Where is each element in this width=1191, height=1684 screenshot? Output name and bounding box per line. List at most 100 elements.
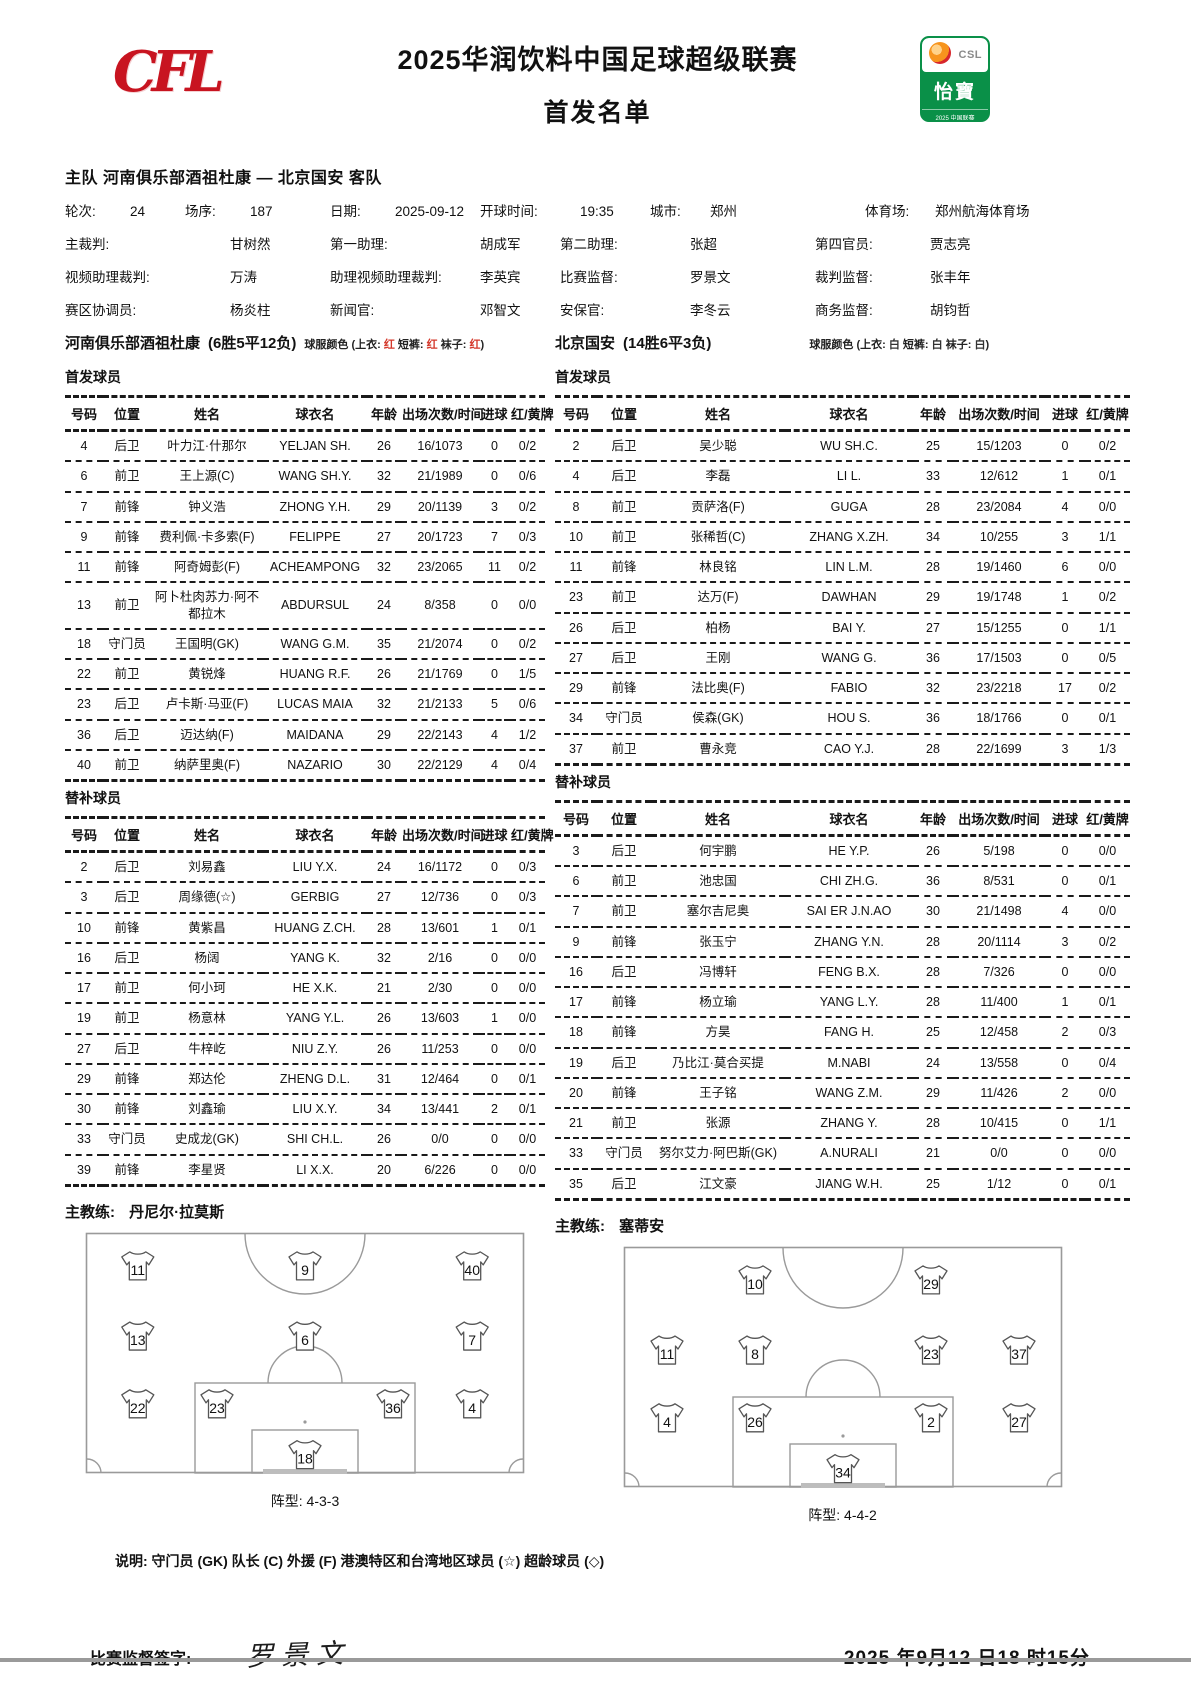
player-position: 前卫 — [103, 973, 151, 1005]
player-age: 28 — [913, 733, 953, 766]
pitch-player-jersey: 36 — [376, 1388, 410, 1419]
col-header-player-position: 位置 — [597, 395, 651, 432]
player-goals: 0 — [479, 628, 510, 661]
player-number: 34 — [555, 703, 597, 735]
subs-section-label: 替补球员 — [555, 773, 611, 790]
player-name: 钟义浩 — [151, 491, 263, 523]
player-name: 法比奥(F) — [651, 673, 785, 705]
player-name: 吴少聪 — [651, 430, 785, 463]
player-row: 22 前卫 黄锐烽 HUANG R.F. 26 21/1769 0 1/5 — [65, 659, 545, 691]
player-number: 40 — [65, 749, 103, 782]
player-number: 36 — [65, 719, 103, 751]
player-number: 6 — [65, 461, 103, 493]
pitch-player-jersey: 23 — [200, 1388, 234, 1419]
player-jersey-name: WU SH.C. — [785, 430, 913, 463]
player-cards: 0/2 — [510, 491, 545, 523]
player-position: 前卫 — [103, 659, 151, 691]
home-starters-table: 号码 位置 姓名 球衣名 年龄 出场次数/时间 进球 红/黄牌 4 后卫 叶力江·什那尔 YELJA… — [65, 395, 554, 782]
svg-text:9: 9 — [301, 1262, 309, 1278]
svg-text:18: 18 — [297, 1450, 313, 1466]
col-header-player-position: 位置 — [597, 799, 651, 837]
player-row: 8 前卫 贡萨洛(F) GUGA 28 23/2084 4 0/0 — [555, 491, 1130, 523]
player-row: 40 前卫 纳萨里奥(F) NAZARIO 30 22/2129 4 0/4 — [65, 749, 545, 782]
player-name: 曹永竞 — [651, 733, 785, 766]
player-position: 守门员 — [597, 703, 651, 735]
table-header-row: 号码 位置 姓名 球衣名 年龄 出场次数/时间 进球 红/黄牌 — [555, 799, 1130, 837]
player-jersey-name: ACHEAMPONG — [263, 552, 367, 584]
player-jersey-name: WANG Z.M. — [785, 1077, 913, 1110]
col-header-player-name: 姓名 — [151, 816, 263, 853]
player-age: 26 — [367, 430, 401, 463]
player-cards: 0/1 — [510, 1063, 545, 1096]
csl-yibao-badge: CSL 怡寶 2025 中国联赛 — [920, 36, 990, 122]
player-jersey-name: FABIO — [785, 673, 913, 705]
player-number: 17 — [65, 973, 103, 1005]
player-age: 27 — [367, 521, 401, 554]
player-goals: 0 — [479, 1154, 510, 1187]
info-value: 杨炎柱 — [230, 303, 271, 318]
svg-text:2: 2 — [927, 1414, 935, 1430]
player-position: 前卫 — [103, 461, 151, 493]
player-position: 后卫 — [103, 1033, 151, 1065]
pitch-player-jersey: 2 — [913, 1402, 948, 1433]
player-row: 26 后卫 柏杨 BAI Y. 27 15/1255 0 1/1 — [555, 612, 1130, 644]
player-age: 29 — [913, 582, 953, 614]
player-jersey-name: YANG L.Y. — [785, 987, 913, 1019]
player-row: 23 前卫 达万(F) DAWHAN 29 19/1748 1 0/2 — [555, 582, 1130, 614]
player-row: 4 后卫 叶力江·什那尔 YELJAN SH. 26 16/1073 0 0/2 — [65, 430, 545, 463]
player-jersey-name: LI X.X. — [263, 1154, 367, 1187]
col-header-player-goals: 进球 — [1045, 799, 1085, 837]
player-row: 21 前卫 张源 ZHANG Y. 28 10/415 0 1/1 — [555, 1108, 1130, 1140]
player-apps-minutes: 21/1498 — [953, 896, 1045, 928]
player-cards: 1/1 — [1085, 521, 1130, 554]
player-apps-minutes: 13/558 — [953, 1047, 1045, 1079]
player-jersey-name: WANG G.M. — [263, 628, 367, 661]
player-number: 27 — [555, 642, 597, 675]
player-age: 28 — [913, 1108, 953, 1140]
player-age: 28 — [913, 956, 953, 989]
player-name: 迈达纳(F) — [151, 719, 263, 751]
player-apps-minutes: 13/441 — [401, 1094, 479, 1126]
player-number: 26 — [555, 612, 597, 644]
svg-text:6: 6 — [301, 1332, 309, 1348]
player-position: 后卫 — [597, 1047, 651, 1079]
player-cards: 0/2 — [510, 430, 545, 463]
player-goals: 1 — [1045, 582, 1085, 614]
player-number: 10 — [65, 912, 103, 944]
player-position: 后卫 — [597, 835, 651, 867]
info-label: 场序: — [185, 204, 216, 219]
player-cards: 0/0 — [1085, 835, 1130, 867]
player-goals: 5 — [479, 689, 510, 721]
player-row: 19 后卫 乃比江·莫合买提 M.NABI 24 13/558 0 0/4 — [555, 1047, 1130, 1079]
pitch-player-jersey: 27 — [1001, 1402, 1036, 1433]
pitch-player-jersey: 13 — [121, 1321, 155, 1351]
player-jersey-name: BAI Y. — [785, 612, 913, 644]
player-apps-minutes: 23/2065 — [401, 552, 479, 584]
player-name: 王子铭 — [651, 1077, 785, 1110]
player-goals: 0 — [479, 1033, 510, 1065]
player-goals: 1 — [479, 1003, 510, 1035]
away-team-column: 北京国安 (14胜6平3负) 球服颜色 (上衣: 白 短裤: 白 袜子: 白) … — [555, 332, 1130, 1525]
officials-row-3: 赛区协调员: 杨炎柱 新闻官: 邓智文 安保官: 李冬云 商务监督: 胡钧哲 — [65, 299, 1130, 319]
player-apps-minutes: 21/1989 — [401, 461, 479, 493]
player-age: 31 — [367, 1063, 401, 1096]
svg-text:26: 26 — [747, 1414, 763, 1430]
player-apps-minutes: 12/736 — [401, 882, 479, 914]
player-apps-minutes: 11/400 — [953, 987, 1045, 1019]
player-cards: 0/1 — [510, 912, 545, 944]
teams-columns: 河南俱乐部酒祖杜康 (6胜5平12负) 球服颜色 (上衣: 红 短裤: 红 袜子… — [65, 332, 1130, 1525]
player-apps-minutes: 23/2218 — [953, 673, 1045, 705]
player-age: 30 — [367, 749, 401, 782]
player-number: 6 — [555, 866, 597, 898]
player-cards: 0/0 — [510, 1124, 545, 1156]
player-apps-minutes: 16/1073 — [401, 430, 479, 463]
player-goals: 0 — [479, 1063, 510, 1096]
player-name: 柏杨 — [651, 612, 785, 644]
svg-text:23: 23 — [209, 1400, 225, 1416]
pitch-player-jersey: 18 — [288, 1439, 322, 1470]
player-apps-minutes: 11/426 — [953, 1077, 1045, 1110]
col-header-player-apps-minutes: 出场次数/时间 — [953, 799, 1045, 837]
info-label: 主裁判: — [65, 237, 110, 252]
player-jersey-name: DAWHAN — [785, 582, 913, 614]
player-name: 黄紫昌 — [151, 912, 263, 944]
